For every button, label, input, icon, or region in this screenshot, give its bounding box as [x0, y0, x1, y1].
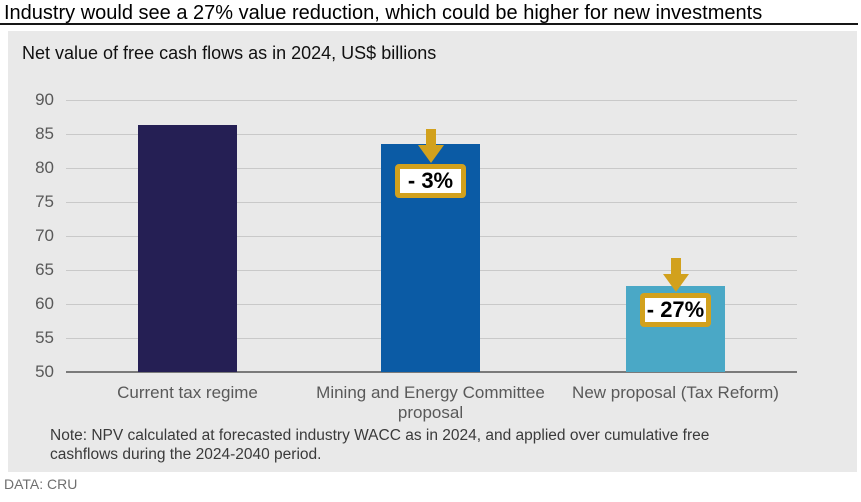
y-axis-tick-label: 80: [35, 158, 54, 177]
y-axis-tick-label: 85: [35, 124, 54, 143]
down-arrow-icon: [670, 257, 681, 275]
down-arrow-icon: [417, 145, 444, 164]
chart-note: Note: NPV calculated at forecasted indus…: [50, 427, 710, 463]
bar: [138, 125, 237, 372]
y-axis-tick-label: 90: [35, 90, 54, 109]
data-source: DATA: CRU: [4, 476, 78, 492]
chart-panel: Net value of free cash flows as in 2024,…: [8, 31, 857, 472]
title-divider: [0, 23, 858, 25]
y-axis-tick-label: 50: [35, 362, 54, 381]
x-axis-category-label: New proposal (Tax Reform): [572, 383, 779, 402]
down-arrow-icon: [425, 129, 436, 147]
y-axis-tick-label: 55: [35, 328, 54, 347]
chart-title: Net value of free cash flows as in 2024,…: [22, 43, 437, 63]
down-arrow-icon: [662, 273, 689, 292]
annotation-badge: - 27%: [640, 292, 711, 327]
y-axis-tick-label: 60: [35, 294, 54, 313]
x-axis-category-label: Current tax regime: [117, 383, 258, 402]
x-axis-category-label: Mining and Energy Committee proposal: [316, 383, 545, 423]
bar-chart-plot-area: 90 85 80 75 70 65 60 55 50 Current tax regime Mini…: [8, 31, 857, 472]
y-axis-tick-label: 65: [35, 260, 54, 279]
page-title: Industry would see a 27% value reduction…: [4, 2, 763, 24]
y-axis-tick-label: 70: [35, 226, 54, 245]
y-axis-tick-label: 75: [35, 192, 54, 211]
annotation-badge: - 3%: [395, 164, 466, 199]
gridline: [66, 100, 797, 101]
x-axis-line: [66, 371, 797, 373]
